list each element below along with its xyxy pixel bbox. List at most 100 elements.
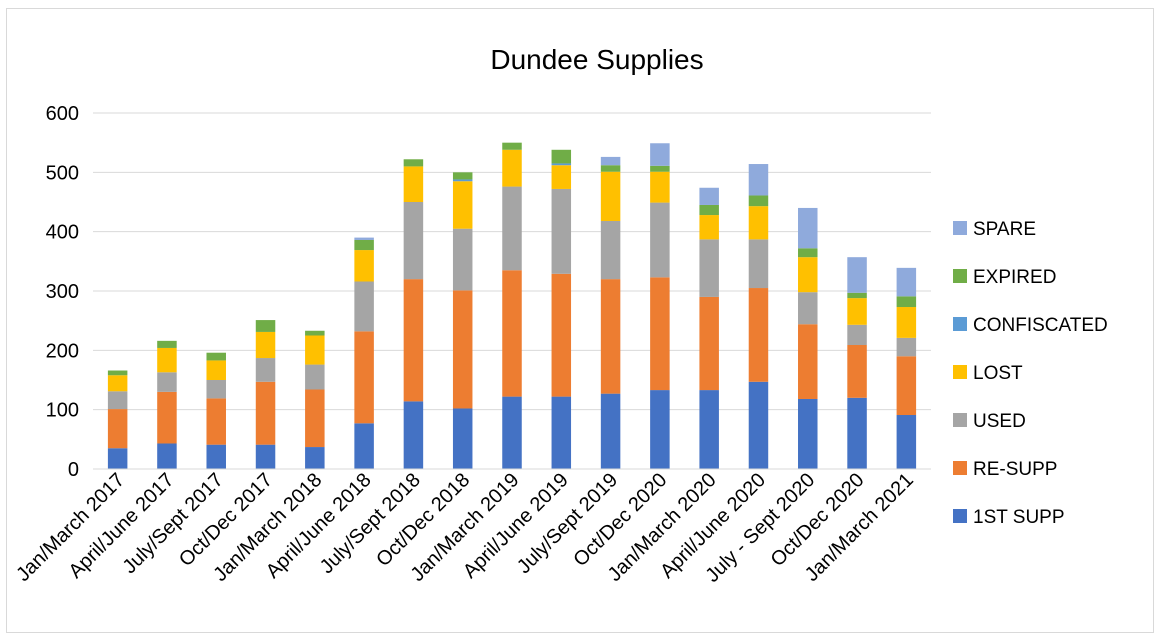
bar-expired-oct-dec-2017 (255, 320, 276, 332)
legend-label-used: USED (973, 411, 1026, 432)
bar-spare-july-sept-2019 (600, 156, 621, 166)
bar-re-supp-oct-dec-2020 (847, 344, 867, 398)
bar-re-supp-oct-dec-2018 (452, 290, 473, 409)
bar-expired-april-june-2019 (551, 149, 572, 164)
bar-lost-jan-march-2018 (305, 335, 325, 365)
bar-expired-july-sept-2017 (206, 352, 226, 361)
bar-lost-july-sept-2018 (403, 166, 424, 202)
bar-lost-april-june-2020 (748, 206, 769, 240)
bar-re-supp-jan-march-2018 (305, 389, 325, 448)
legend-label-confiscated: CONFISCATED (973, 315, 1108, 336)
bar-expired-july-sept-2020 (798, 248, 818, 258)
bar-used-july-sept-2019 (600, 220, 621, 280)
bar-expired-oct-dec-2020 (650, 165, 670, 172)
bar-lost-april-june-2017 (157, 347, 177, 373)
bar-re-supp-april-june-2018 (354, 331, 374, 424)
legend-label-re-supp: RE-SUPP (973, 459, 1057, 480)
bar-used-jan-march-2021 (896, 337, 917, 357)
bar-lost-oct-dec-2020 (847, 298, 867, 325)
legend: SPARE EXPIRED CONFISCATED LOST USED RE-SUPP 1S… (953, 219, 1108, 528)
bar-1st-supp-jan-march-2018 (305, 447, 325, 469)
bar-lost-july-sept-2017 (206, 360, 226, 380)
bar-spare-jan-march-2020 (699, 187, 719, 205)
bar-confiscated-oct-dec-2018 (452, 179, 473, 182)
y-tick-label: 100 (46, 400, 79, 422)
legend-label-lost: LOST (973, 363, 1023, 384)
bar-used-jan-march-2017 (107, 391, 128, 410)
bar-1st-supp-oct-dec-2018 (452, 408, 473, 469)
legend-swatch-re-supp (953, 461, 967, 475)
legend-label-spare: SPARE (973, 219, 1036, 240)
y-tick-label: 500 (46, 162, 79, 184)
bar-lost-jan-march-2019 (502, 149, 522, 187)
bar-lost-jan-march-2017 (107, 375, 128, 392)
legend-label-expired: EXPIRED (973, 267, 1056, 288)
bar-1st-supp-july-sept-2020 (798, 398, 818, 469)
bar-expired-oct-dec-2020 (847, 292, 867, 299)
bar-re-supp-jan-march-2020 (699, 296, 719, 391)
bar-re-supp-oct-dec-2017 (255, 381, 276, 445)
y-axis-ticks: 0 100 200 300 400 500 600 (46, 103, 79, 481)
bar-expired-april-june-2017 (157, 340, 177, 348)
bar-lost-jan-march-2020 (699, 215, 719, 240)
bar-re-supp-jan-march-2021 (896, 356, 917, 416)
bar-used-oct-dec-2017 (255, 358, 276, 382)
bar-re-supp-jan-march-2017 (107, 409, 128, 449)
bar-used-april-june-2020 (748, 239, 769, 289)
bar-lost-july-sept-2019 (600, 171, 621, 221)
bar-used-oct-dec-2018 (452, 228, 473, 291)
bar-re-supp-april-june-2020 (748, 288, 769, 382)
legend-label-1st-supp: 1ST SUPP (973, 507, 1065, 528)
y-tick-label: 600 (46, 103, 79, 125)
bar-spare-april-june-2020 (748, 164, 769, 196)
bar-expired-july-sept-2019 (600, 165, 621, 172)
bar-spare-oct-dec-2020 (847, 257, 867, 293)
bar-spare-july-sept-2020 (798, 207, 818, 249)
y-tick-label: 200 (46, 340, 79, 362)
bar-expired-jan-march-2018 (305, 330, 325, 336)
bar-used-jan-march-2018 (305, 364, 325, 390)
chart-area: Dundee Supplies 0 100 200 300 400 500 600 Jan/… (6, 8, 1154, 633)
bar-1st-supp-oct-dec-2020 (650, 390, 670, 469)
bar-re-supp-jan-march-2019 (502, 270, 522, 397)
legend-swatch-1st-supp (953, 509, 967, 523)
bar-re-supp-july-sept-2017 (206, 398, 226, 445)
bar-re-supp-july-sept-2018 (403, 279, 424, 402)
bar-1st-supp-jan-march-2019 (502, 396, 522, 469)
bar-re-supp-oct-dec-2020 (650, 277, 670, 391)
bar-re-supp-april-june-2017 (157, 391, 177, 444)
bar-used-jan-march-2020 (699, 239, 719, 297)
bar-1st-supp-april-june-2018 (354, 423, 374, 469)
bar-spare-april-june-2018 (354, 237, 374, 240)
bar-expired-jan-march-2019 (502, 142, 522, 150)
legend-swatch-lost (953, 365, 967, 379)
dundee-supplies-chart: Dundee Supplies 0 100 200 300 400 500 600 Jan/… (12, 44, 1108, 587)
bar-1st-supp-july-sept-2019 (600, 393, 621, 469)
bar-1st-supp-oct-dec-2017 (255, 444, 276, 469)
bar-1st-supp-jan-march-2017 (107, 448, 128, 469)
bars (107, 142, 917, 469)
bar-expired-jan-march-2021 (896, 296, 917, 308)
bar-used-oct-dec-2020 (650, 202, 670, 278)
bar-used-july-sept-2020 (798, 292, 818, 325)
bar-1st-supp-oct-dec-2020 (847, 397, 867, 469)
bar-spare-jan-march-2021 (896, 267, 917, 297)
bar-expired-jan-march-2017 (107, 370, 128, 376)
legend-swatch-used (953, 413, 967, 427)
bar-spare-oct-dec-2020 (650, 143, 670, 166)
y-tick-label: 0 (68, 459, 79, 481)
bar-re-supp-july-sept-2019 (600, 279, 621, 394)
bar-expired-april-june-2018 (354, 239, 374, 251)
bar-used-july-sept-2017 (206, 380, 226, 399)
bar-lost-jan-march-2021 (896, 307, 917, 338)
bar-lost-oct-dec-2017 (255, 331, 276, 359)
chart-title: Dundee Supplies (490, 44, 703, 75)
bar-lost-oct-dec-2018 (452, 181, 473, 229)
bar-1st-supp-july-sept-2017 (206, 444, 226, 469)
bar-lost-april-june-2018 (354, 250, 374, 282)
bar-lost-oct-dec-2020 (650, 171, 670, 203)
legend-swatch-expired (953, 269, 967, 283)
bar-1st-supp-april-june-2019 (551, 396, 572, 469)
y-tick-label: 400 (46, 222, 79, 244)
